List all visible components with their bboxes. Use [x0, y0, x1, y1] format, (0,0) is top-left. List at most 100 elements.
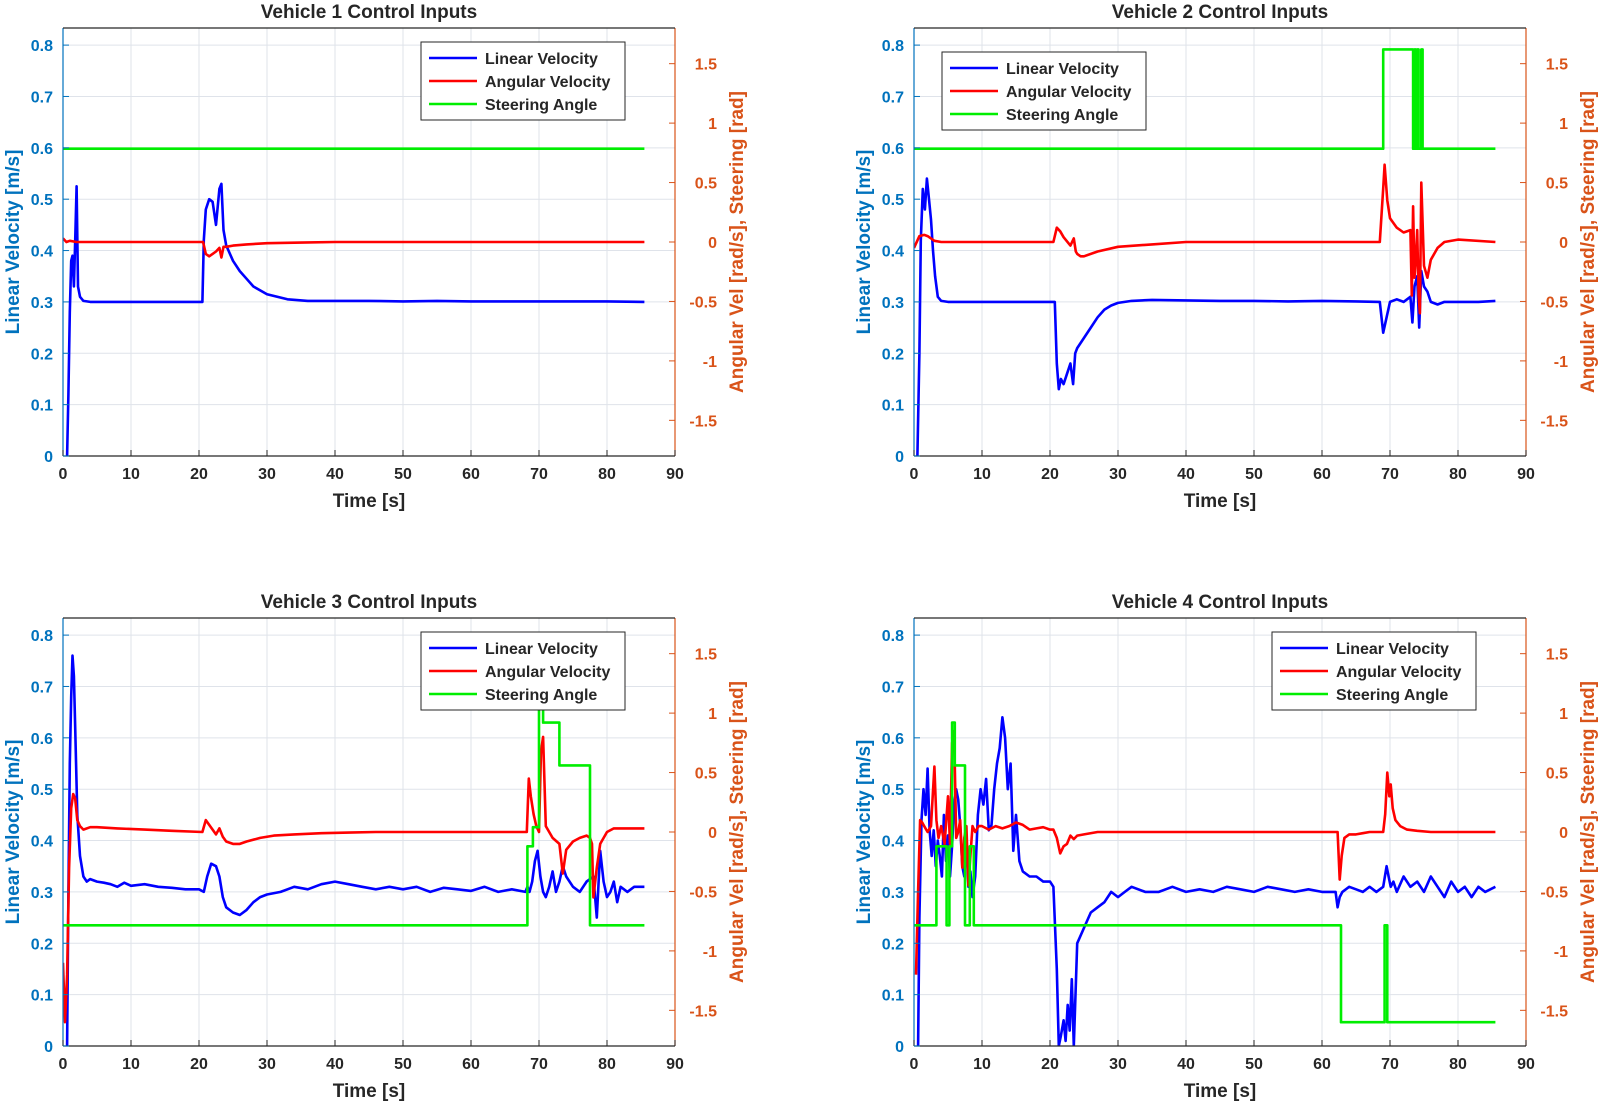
- y-tick-label-left: 0.5: [31, 782, 53, 799]
- y-tick-label-right: -1: [703, 944, 717, 961]
- legend-label-angular-velocity: Angular Velocity: [1006, 84, 1131, 101]
- x-tick-label: 20: [190, 1056, 208, 1073]
- legend-label-angular-velocity: Angular Velocity: [1336, 664, 1461, 681]
- y-tick-label-left: 0.2: [882, 936, 904, 953]
- y-tick-label-left: 0.6: [31, 731, 53, 748]
- y-tick-label-left: 0.2: [882, 346, 904, 363]
- x-tick-label: 30: [1109, 1056, 1127, 1073]
- x-axis-label: Time [s]: [333, 491, 406, 512]
- y-tick-label-right: 0: [708, 825, 717, 842]
- y-tick-label-right: -0.5: [1540, 294, 1568, 311]
- chart-vehicle-1: 0 10 20 30 40 50 60 70 80 9000.10.20.30.40.50.60.…: [3, 2, 748, 512]
- x-axis-label: Time [s]: [1184, 491, 1257, 512]
- y-tick-label-right: 0.5: [1546, 176, 1568, 193]
- x-tick-label: 30: [258, 466, 276, 483]
- x-tick-label: 0: [59, 1056, 68, 1073]
- x-tick-label: 90: [1517, 466, 1535, 483]
- y-tick-label-left: 0: [895, 449, 904, 466]
- chart-title: Vehicle 3 Control Inputs: [261, 592, 477, 613]
- x-tick-label: 70: [530, 466, 548, 483]
- x-tick-label: 60: [1313, 1056, 1331, 1073]
- x-tick-label: 0: [910, 1056, 919, 1073]
- y-tick-label-left: 0.6: [882, 141, 904, 158]
- y-axis-label-right: Angular Vel [rad/s], Steering [rad]: [727, 91, 748, 393]
- y-tick-label-left: 0.4: [882, 834, 904, 851]
- x-tick-label: 20: [1041, 1056, 1059, 1073]
- x-axis-label: Time [s]: [333, 1081, 406, 1102]
- y-tick-label-left: 0: [44, 449, 53, 466]
- y-tick-label-right: -0.5: [1540, 884, 1568, 901]
- y-tick-label-right: 0.5: [1546, 766, 1568, 783]
- y-tick-label-left: 0: [895, 1039, 904, 1056]
- y-tick-label-left: 0.6: [31, 141, 53, 158]
- y-tick-label-left: 0.1: [882, 398, 904, 415]
- legend-label-linear-velocity: Linear Velocity: [485, 51, 598, 68]
- y-tick-label-right: 1.5: [1546, 647, 1568, 664]
- x-tick-label: 0: [910, 466, 919, 483]
- y-tick-label-right: -1.5: [1540, 1003, 1568, 1020]
- y-tick-label-left: 0.8: [882, 628, 904, 645]
- x-tick-label: 50: [1245, 466, 1263, 483]
- chart-vehicle-2: 0 10 20 30 40 50 60 70 80 9000.10.20.30.40.50.60.…: [854, 2, 1599, 512]
- x-tick-label: 60: [462, 1056, 480, 1073]
- x-tick-label: 10: [122, 1056, 140, 1073]
- y-tick-label-left: 0.7: [882, 89, 904, 106]
- y-tick-label-left: 0.4: [31, 244, 53, 261]
- y-tick-label-right: 1: [1559, 116, 1568, 133]
- x-tick-label: 40: [326, 466, 344, 483]
- x-tick-label: 80: [598, 466, 616, 483]
- series-steering-angle: [914, 721, 1496, 1024]
- y-axis-label-left: Linear Velocity [m/s]: [854, 150, 875, 335]
- legend: Linear Velocity Angular Velocity Steering …: [420, 41, 626, 121]
- y-tick-label-left: 0.1: [31, 988, 53, 1005]
- x-tick-label: 90: [666, 1056, 684, 1073]
- x-tick-label: 70: [530, 1056, 548, 1073]
- y-tick-label-right: -1: [1554, 354, 1568, 371]
- x-tick-label: 90: [666, 466, 684, 483]
- y-tick-label-right: -0.5: [689, 884, 717, 901]
- y-tick-label-left: 0.8: [31, 628, 53, 645]
- legend-label-linear-velocity: Linear Velocity: [1336, 641, 1449, 658]
- x-tick-label: 10: [973, 1056, 991, 1073]
- legend-box: [1271, 631, 1477, 711]
- y-tick-label-left: 0.7: [882, 679, 904, 696]
- series-angular-velocity: [63, 237, 645, 259]
- x-tick-label: 30: [1109, 466, 1127, 483]
- x-tick-label: 10: [973, 466, 991, 483]
- series-angular-velocity: [914, 163, 1496, 315]
- legend-label-steering-angle: Steering Angle: [1006, 107, 1118, 124]
- y-tick-label-right: -0.5: [689, 294, 717, 311]
- y-tick-label-right: -1.5: [689, 1003, 717, 1020]
- series-linear-velocity: [65, 182, 645, 456]
- y-tick-label-right: 0.5: [695, 176, 717, 193]
- legend-label-angular-velocity: Angular Velocity: [485, 74, 610, 91]
- x-tick-label: 20: [190, 466, 208, 483]
- y-tick-label-left: 0.2: [31, 346, 53, 363]
- y-tick-label-right: 1.5: [1546, 57, 1568, 74]
- chart-title: Vehicle 2 Control Inputs: [1112, 2, 1328, 23]
- y-axis-label-left: Linear Velocity [m/s]: [3, 150, 24, 335]
- x-tick-label: 50: [1245, 1056, 1263, 1073]
- x-tick-label: 60: [1313, 466, 1331, 483]
- x-tick-label: 0: [59, 466, 68, 483]
- y-tick-label-right: -1.5: [689, 413, 717, 430]
- y-tick-label-left: 0.4: [882, 244, 904, 261]
- y-axis-label-right: Angular Vel [rad/s], Steering [rad]: [727, 681, 748, 983]
- y-tick-label-left: 0.3: [882, 295, 904, 312]
- y-tick-label-right: 0: [1559, 235, 1568, 252]
- y-tick-label-left: 0: [44, 1039, 53, 1056]
- y-axis-label-left: Linear Velocity [m/s]: [3, 740, 24, 925]
- y-tick-label-left: 0.3: [31, 885, 53, 902]
- x-tick-label: 60: [462, 466, 480, 483]
- y-tick-label-right: 1: [708, 116, 717, 133]
- x-tick-label: 50: [394, 1056, 412, 1073]
- y-tick-label-right: -1.5: [1540, 413, 1568, 430]
- y-tick-label-right: 1: [708, 706, 717, 723]
- y-tick-label-right: 0: [708, 235, 717, 252]
- y-tick-label-left: 0.6: [882, 731, 904, 748]
- y-tick-label-left: 0.8: [31, 38, 53, 55]
- x-tick-label: 40: [1177, 466, 1195, 483]
- x-tick-label: 40: [1177, 1056, 1195, 1073]
- legend-label-steering-angle: Steering Angle: [1336, 687, 1448, 704]
